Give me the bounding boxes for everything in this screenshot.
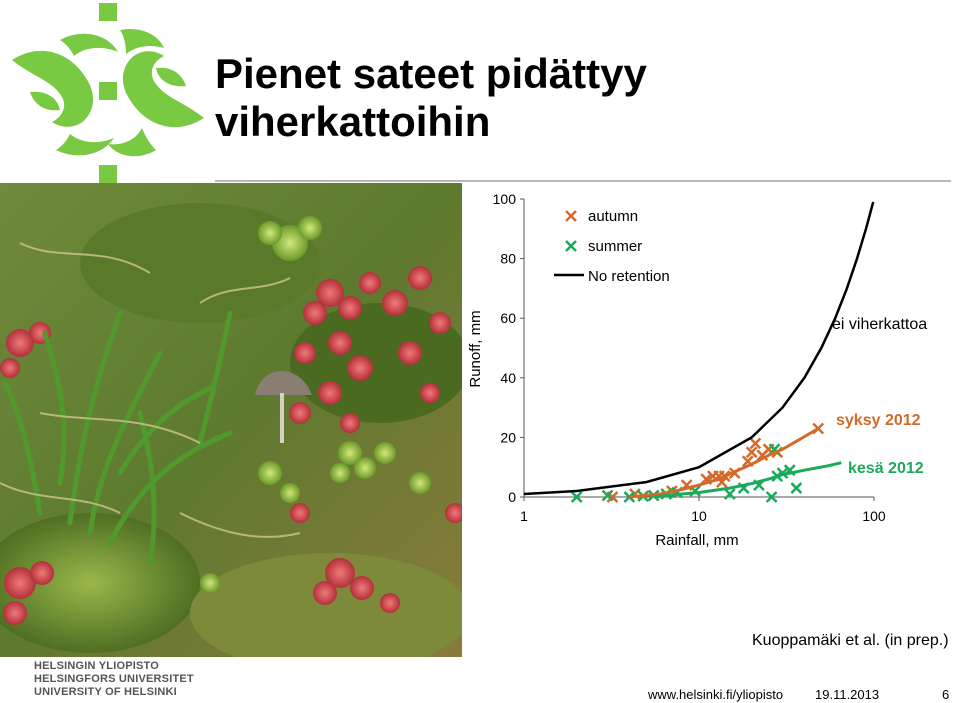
citation: Kuoppamäki et al. (in prep.) (752, 632, 949, 649)
footer-url[interactable]: www.helsinki.fi/yliopisto (648, 687, 784, 702)
legend-item-summer: summer (565, 238, 642, 255)
university-flame-logo (12, 3, 204, 183)
series-line-syksy-2012 (629, 427, 819, 499)
y-tick-label: 20 (500, 429, 516, 445)
university-name-footer: HELSINGIN YLIOPISTO HELSINGFORS UNIVERSI… (34, 660, 194, 699)
y-tick-labels: 0 20 40 60 80 100 (493, 191, 524, 505)
logo-flame-upper (60, 28, 164, 56)
series-line-kes-2012 (653, 461, 842, 499)
title-divider (215, 180, 951, 182)
runoff-chart: 0 20 40 60 80 100 1 10 100 Runoff, mm Rainfall,… (467, 191, 927, 549)
data-point-summer (601, 489, 614, 502)
logo-block-middle (99, 82, 117, 100)
annotation-kesa-2012: kesä 2012 (848, 460, 924, 477)
data-point-autumn (745, 446, 758, 459)
legend-item-autumn: autumn (565, 208, 638, 225)
annotation-ei-viherkattoa: ei viherkattoa (832, 316, 927, 333)
legend-label-summer: summer (588, 238, 642, 255)
university-name-fi: HELSINGIN YLIOPISTO (34, 660, 160, 672)
y-tick-label: 0 (508, 489, 516, 505)
data-point-summer (790, 482, 803, 494)
data-point-autumn (749, 437, 762, 450)
logo-block-bottom (99, 165, 117, 183)
logo-flame-lower (56, 128, 156, 157)
annotation-syksy-2012: syksy 2012 (836, 412, 921, 429)
slide-title-line2: viherkattoihin (215, 98, 491, 145)
university-name-en: UNIVERSITY OF HELSINKI (34, 686, 177, 698)
footer-date: 19.11.2013 (815, 687, 880, 702)
y-tick-label: 40 (500, 370, 516, 386)
page-number: 6 (942, 687, 950, 702)
legend-marker-summer (565, 240, 577, 252)
y-tick-label: 80 (500, 251, 516, 267)
y-tick-label: 60 (500, 310, 516, 326)
mushroom (255, 371, 312, 443)
data-point-summer (623, 491, 636, 503)
data-point-summer (765, 491, 778, 503)
x-tick-label: 100 (862, 508, 886, 524)
chart-legend: autumn summer No retention (554, 208, 670, 285)
legend-item-no-retention: No retention (554, 268, 670, 285)
legend-label-autumn: autumn (588, 208, 638, 225)
legend-marker-autumn (565, 210, 577, 222)
x-axis-label: Rainfall, mm (655, 532, 738, 549)
chart-series (523, 201, 875, 503)
university-name-sv: HELSINGFORS UNIVERSITET (34, 673, 194, 685)
logo-flame-right (122, 51, 204, 128)
data-point-summer (723, 488, 736, 500)
green-roof-photo (0, 183, 462, 657)
logo-flame-left (12, 50, 94, 127)
slide-title-line1: Pienet sateet pidättyy (215, 50, 647, 97)
x-tick-labels: 1 10 100 (520, 497, 886, 524)
logo-block-top (99, 3, 117, 21)
y-tick-label: 100 (493, 191, 517, 207)
x-tick-label: 10 (691, 508, 707, 524)
data-point-summer (570, 491, 583, 503)
x-tick-label: 1 (520, 508, 528, 524)
y-axis-label: Runoff, mm (467, 310, 484, 387)
slide-title: Pienet sateet pidättyy viherkattoihin (215, 50, 935, 146)
legend-label-no-retention: No retention (588, 268, 670, 285)
series-line-no-retention (523, 201, 875, 496)
